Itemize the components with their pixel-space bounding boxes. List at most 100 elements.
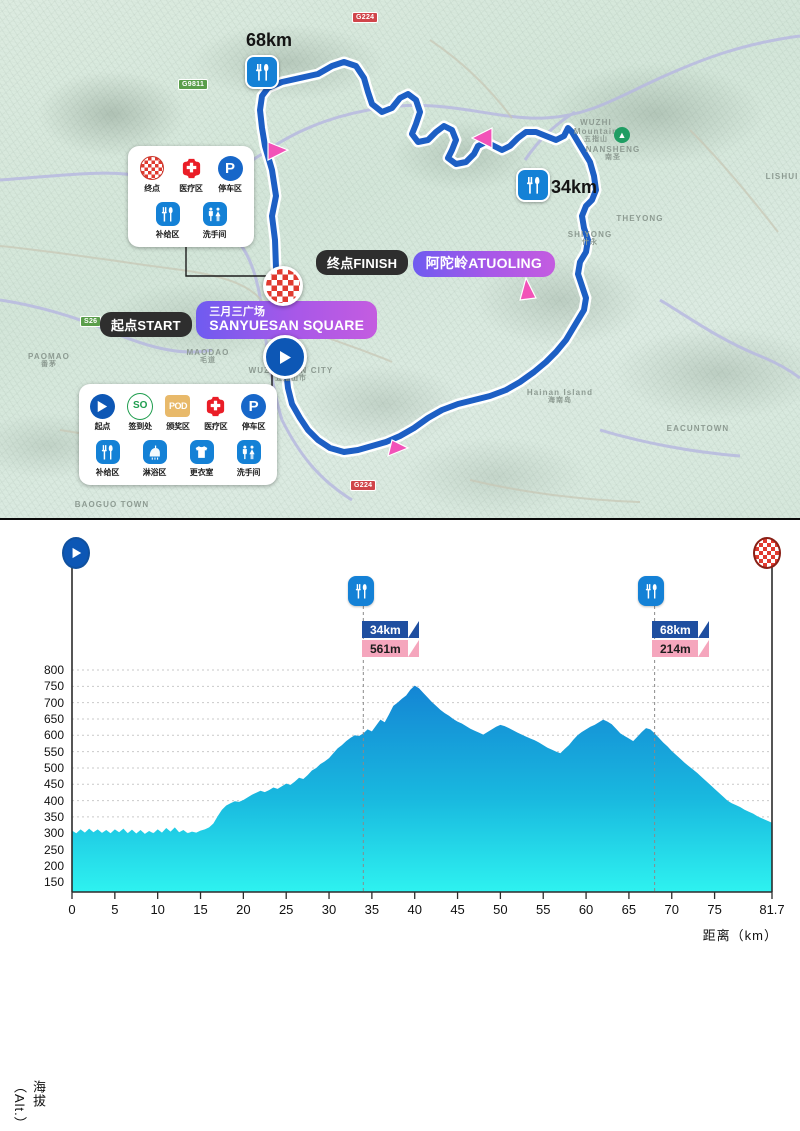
profile-tag-34km: 34km 561m xyxy=(362,621,419,659)
direction-arrow-icon xyxy=(519,276,537,301)
finish-flag-marker[interactable] xyxy=(263,266,303,306)
road-shield: G224 xyxy=(352,12,379,23)
finish-callout[interactable]: 终点FINISH 阿陀岭ATUOLING xyxy=(316,248,555,277)
elevation-profile-panel[interactable]: 海拔（Alt.） 距离（km） 150 200 250 300 350 400 450 500… xyxy=(0,518,800,1131)
finish-facility-legend[interactable]: 终点 医疗区 P 停车区 补 xyxy=(128,146,254,247)
x-tick-label: 70 xyxy=(664,902,679,917)
x-tick-label: 15 xyxy=(193,902,208,917)
route-map-panel[interactable]: WUZHI Mountain 五指山 NANSHENG 南圣 SHIYONG 什永 H… xyxy=(0,0,800,518)
start-name: 三月三广场 SANYUESAN SQUARE xyxy=(196,301,378,339)
park-poi-icon: ▲ xyxy=(614,127,630,143)
x-axis-ticks xyxy=(71,892,773,899)
legend-item-medical[interactable]: 医疗区 xyxy=(202,393,229,432)
profile-finish-node[interactable] xyxy=(753,537,781,569)
legend-item-shower[interactable]: 淋浴区 xyxy=(137,439,173,478)
y-tick-label: 200 xyxy=(43,858,64,873)
legend-row: 终点 医疗区 P 停车区 xyxy=(138,155,244,194)
shower-icon xyxy=(142,439,168,465)
tshirt-icon xyxy=(189,439,215,465)
profile-start-node[interactable] xyxy=(62,537,90,569)
podium-icon: POD xyxy=(165,393,191,419)
medical-cross-icon xyxy=(203,393,229,419)
aid-marker-label-34km: 34km xyxy=(551,177,598,197)
cutlery-icon xyxy=(255,63,268,81)
direction-arrow-icon xyxy=(387,439,410,457)
y-tick-label: 550 xyxy=(43,744,64,759)
x-tick-label: 25 xyxy=(278,902,294,917)
y-tick-label: 500 xyxy=(43,760,64,775)
road-shield: S26 xyxy=(80,316,102,327)
y-tick-label: 250 xyxy=(43,842,64,857)
cutlery-icon xyxy=(526,176,539,194)
direction-arrow-group xyxy=(267,127,537,457)
aid-marker-label-68km: 68km xyxy=(246,30,293,50)
start-callout[interactable]: 起点START 三月三广场 SANYUESAN SQUARE xyxy=(100,298,378,339)
direction-arrow-icon xyxy=(267,141,290,161)
checkered-flag-icon xyxy=(139,155,165,181)
legend-row: 起点 SO 签到处 POD 颁奖区 xyxy=(89,392,267,432)
altitude-tag: 561m xyxy=(362,640,419,657)
legend-item-parking[interactable]: P 停车区 xyxy=(216,155,244,194)
road-shield: G224 xyxy=(350,480,377,491)
legend-item-parking[interactable]: P 停车区 xyxy=(240,393,267,432)
road-shield: G9811 xyxy=(178,79,209,90)
y-tick-label: 150 xyxy=(43,875,64,890)
legend-row: 补给区 洗手间 xyxy=(138,201,244,240)
route-path xyxy=(257,59,599,455)
legend-item-medical[interactable]: 医疗区 xyxy=(177,155,205,194)
legend-item-podium[interactable]: POD 颁奖区 xyxy=(165,393,192,432)
y-tick-label: 600 xyxy=(43,728,64,743)
legend-item-finish[interactable]: 终点 xyxy=(138,155,166,194)
start-facility-legend[interactable]: 起点 SO 签到处 POD 颁奖区 xyxy=(79,384,277,485)
play-start-icon xyxy=(280,350,291,364)
legend-item-aid[interactable]: 补给区 xyxy=(150,201,186,240)
aid-marker-68km[interactable] xyxy=(245,55,279,89)
legend-item-start[interactable]: 起点 xyxy=(89,393,116,432)
legend-item-signin[interactable]: SO 签到处 xyxy=(127,392,154,432)
legend-item-changing-room[interactable]: 更衣室 xyxy=(184,439,220,478)
parking-icon: P xyxy=(217,155,243,181)
legend-item-aid[interactable]: 补给区 xyxy=(90,439,126,478)
x-tick-label: 75 xyxy=(707,902,722,917)
x-tick-label: 35 xyxy=(364,902,380,917)
elevation-area xyxy=(72,685,772,892)
aid-marker-34km[interactable] xyxy=(516,168,550,202)
x-axis-title: 距离（km） xyxy=(702,928,778,943)
x-tick-label: 81.7 xyxy=(759,902,785,917)
x-tick-label: 40 xyxy=(407,902,422,917)
y-tick-label: 700 xyxy=(43,695,64,710)
altitude-tag: 214m xyxy=(652,640,709,657)
profile-tag-68km: 68km 214m xyxy=(652,621,709,659)
x-tick-label: 55 xyxy=(536,902,551,917)
cutlery-icon xyxy=(638,576,664,606)
restroom-icon xyxy=(202,201,228,227)
medical-cross-icon xyxy=(178,155,204,181)
profile-aid-node-34km[interactable] xyxy=(348,576,374,606)
sign-in-icon: SO xyxy=(127,392,154,420)
parking-icon: P xyxy=(241,393,267,419)
y-tick-label: 650 xyxy=(43,711,64,726)
x-tick-label: 20 xyxy=(236,902,251,917)
x-tick-label: 5 xyxy=(111,902,119,917)
play-start-icon xyxy=(89,393,115,419)
start-marker[interactable] xyxy=(263,335,307,379)
x-tick-label: 45 xyxy=(450,902,465,917)
cutlery-icon xyxy=(95,439,121,465)
distance-tag: 68km xyxy=(652,621,709,638)
start-badge: 起点START xyxy=(100,312,192,338)
play-start-icon xyxy=(72,547,81,559)
x-tick-label: 50 xyxy=(493,902,508,917)
y-tick-label: 800 xyxy=(43,663,64,677)
cutlery-icon xyxy=(348,576,374,606)
finish-name: 阿陀岭ATUOLING xyxy=(412,251,555,277)
legend-item-restroom[interactable]: 洗手间 xyxy=(231,439,267,478)
profile-aid-node-68km[interactable] xyxy=(638,576,664,606)
y-tick-label: 750 xyxy=(43,679,64,694)
y-tick-label: 450 xyxy=(43,777,64,792)
x-tick-label: 60 xyxy=(578,902,594,917)
y-tick-label: 300 xyxy=(43,826,64,841)
legend-item-restroom[interactable]: 洗手间 xyxy=(197,201,233,240)
x-tick-label: 10 xyxy=(150,902,165,917)
y-axis-title: 海拔（Alt.） xyxy=(12,1080,46,1131)
distance-tag: 34km xyxy=(362,621,419,638)
